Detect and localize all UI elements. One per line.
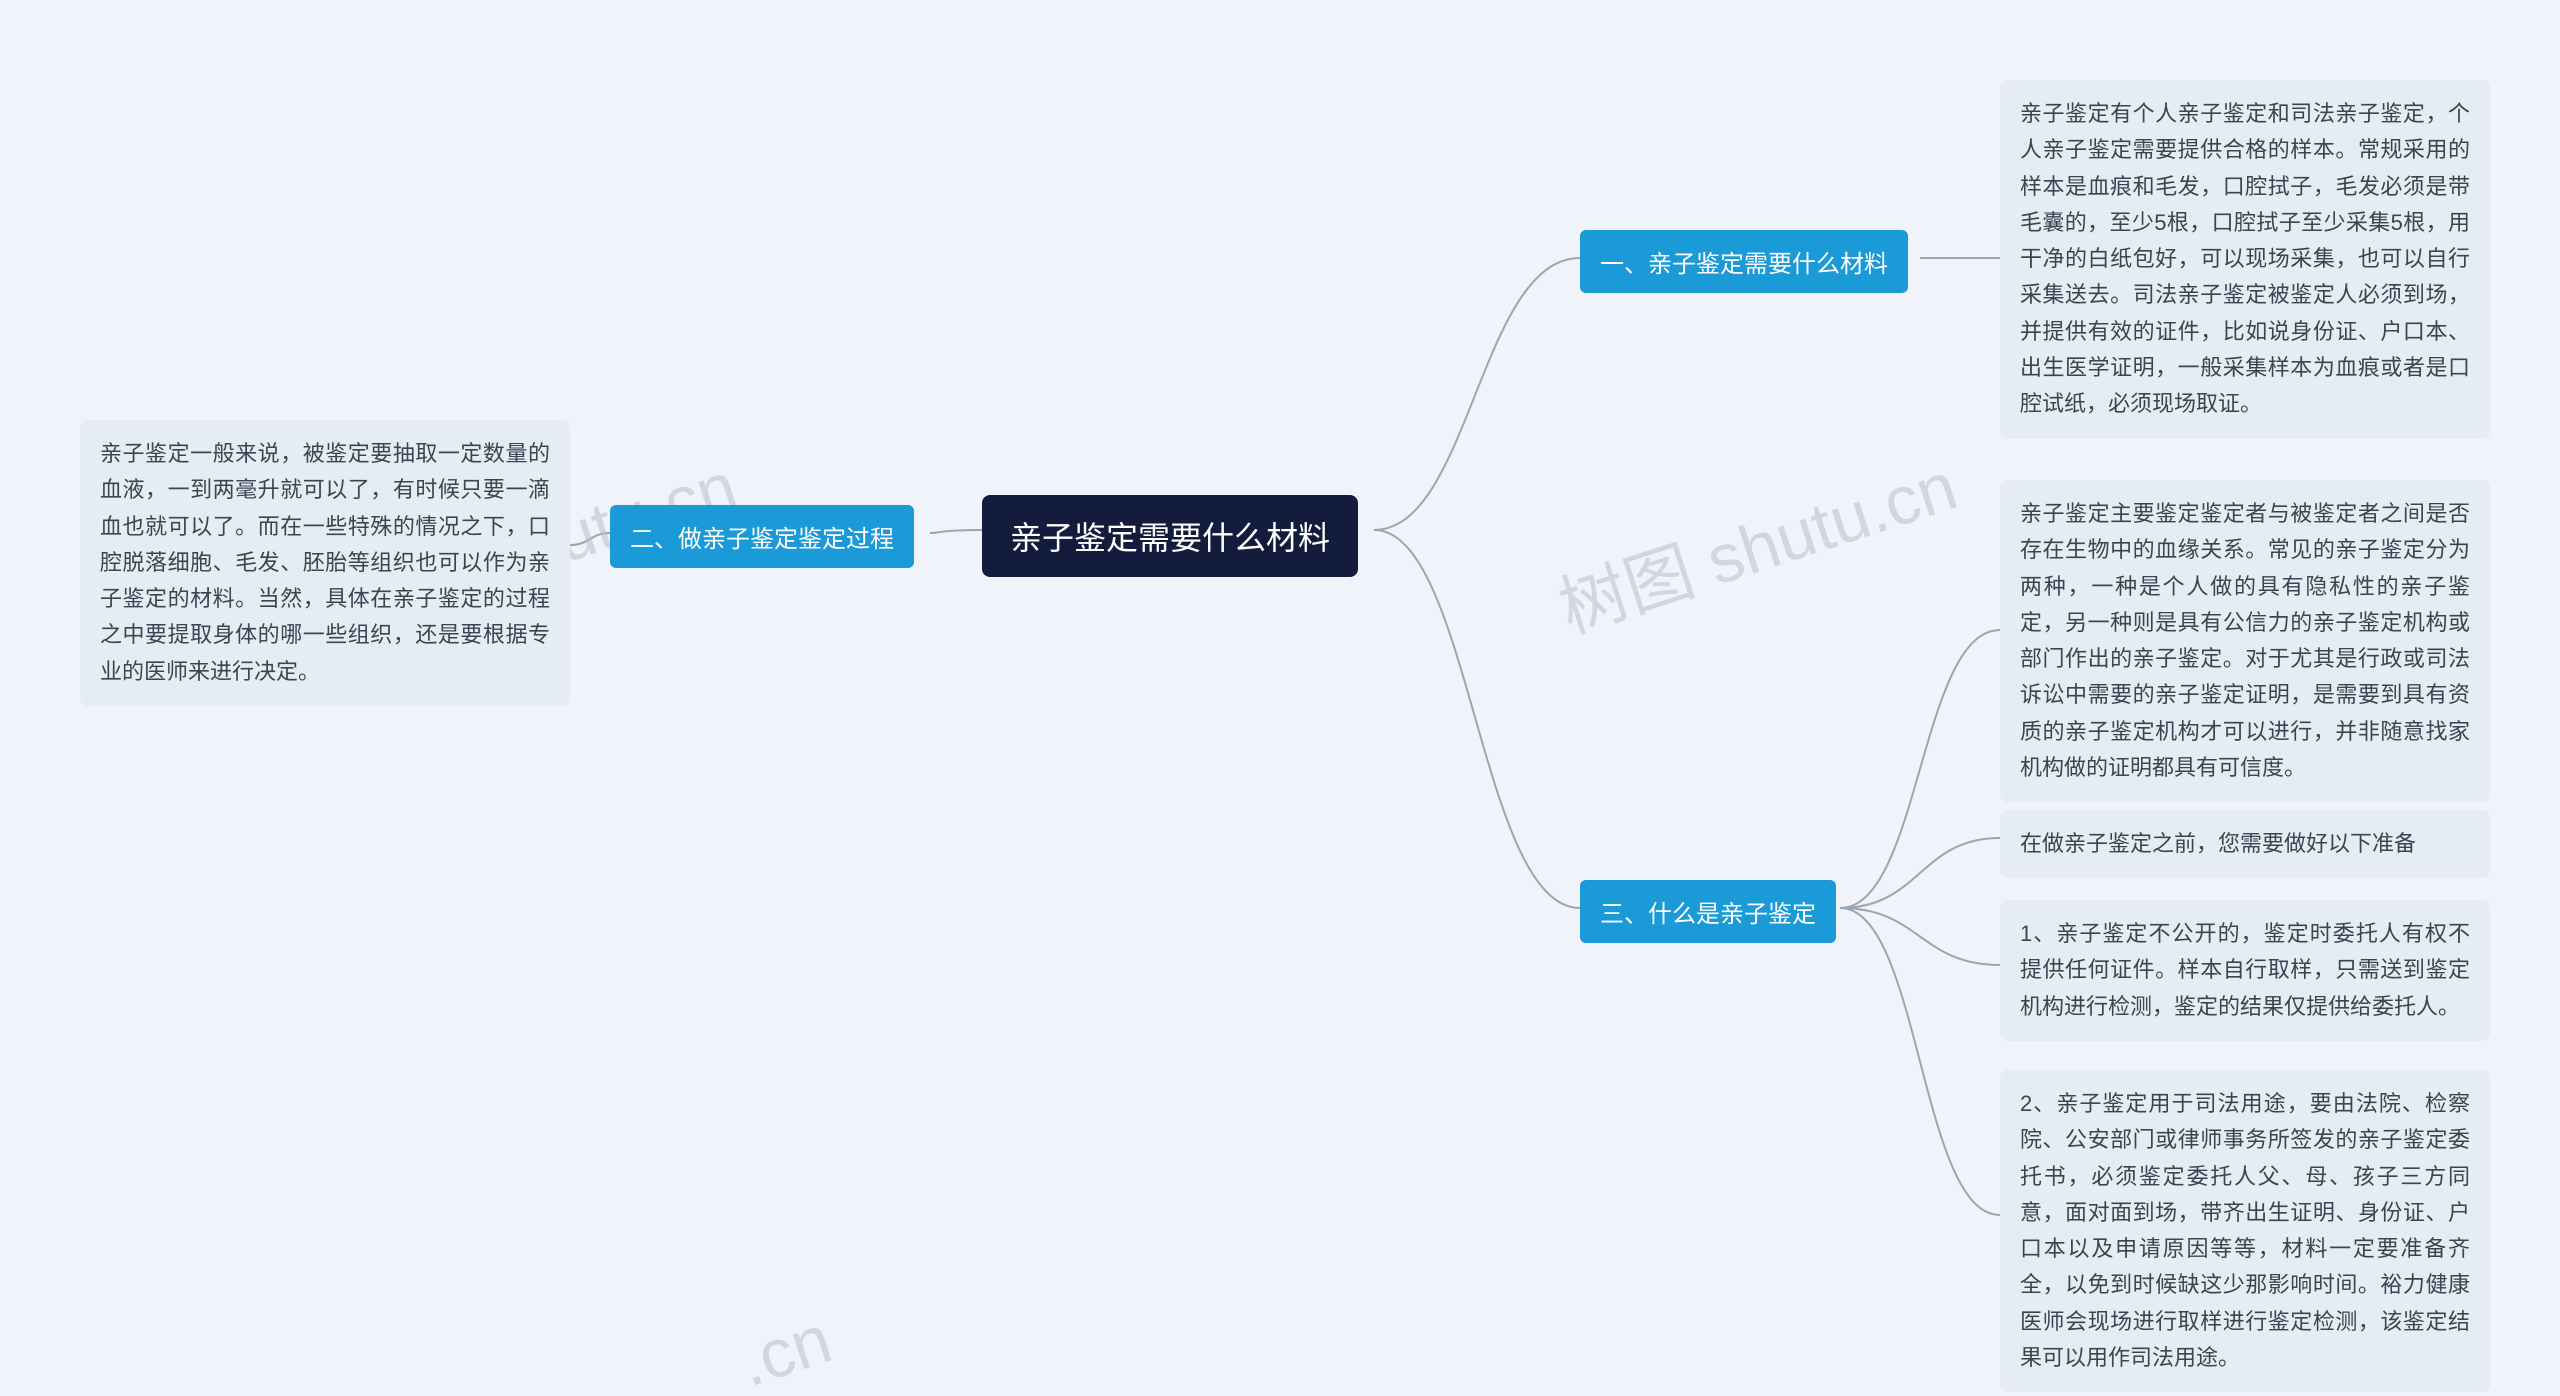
connector <box>1840 630 2000 908</box>
leaf-definition-prep: 在做亲子鉴定之前，您需要做好以下准备 <box>2000 810 2490 878</box>
leaf-materials-detail: 亲子鉴定有个人亲子鉴定和司法亲子鉴定，个人亲子鉴定需要提供合格的样本。常规采用的… <box>2000 80 2490 439</box>
watermark: .cn <box>730 1300 840 1396</box>
leaf-definition-intro: 亲子鉴定主要鉴定鉴定者与被鉴定者之间是否存在生物中的血缘关系。常见的亲子鉴定分为… <box>2000 480 2490 802</box>
leaf-process-detail: 亲子鉴定一般来说，被鉴定要抽取一定数量的血液，一到两毫升就可以了，有时候只要一滴… <box>80 420 570 706</box>
leaf-definition-item1: 1、亲子鉴定不公开的，鉴定时委托人有权不提供任何证件。样本自行取样，只需送到鉴定… <box>2000 900 2490 1041</box>
branch-materials: 一、亲子鉴定需要什么材料 <box>1580 230 1908 293</box>
connector <box>1374 530 1580 908</box>
branch-definition: 三、什么是亲子鉴定 <box>1580 880 1836 943</box>
leaf-definition-item2: 2、亲子鉴定用于司法用途，要由法院、检察院、公安部门或律师事务所签发的亲子鉴定委… <box>2000 1070 2490 1392</box>
connector <box>1840 838 2000 908</box>
connector <box>1840 908 2000 1215</box>
connector <box>570 533 610 545</box>
branch-process: 二、做亲子鉴定鉴定过程 <box>610 505 914 568</box>
connector <box>1840 908 2000 965</box>
connector <box>930 530 982 533</box>
connector <box>1374 258 1580 530</box>
root-node: 亲子鉴定需要什么材料 <box>982 495 1358 577</box>
watermark: 树图 shutu.cn <box>1545 431 1967 652</box>
